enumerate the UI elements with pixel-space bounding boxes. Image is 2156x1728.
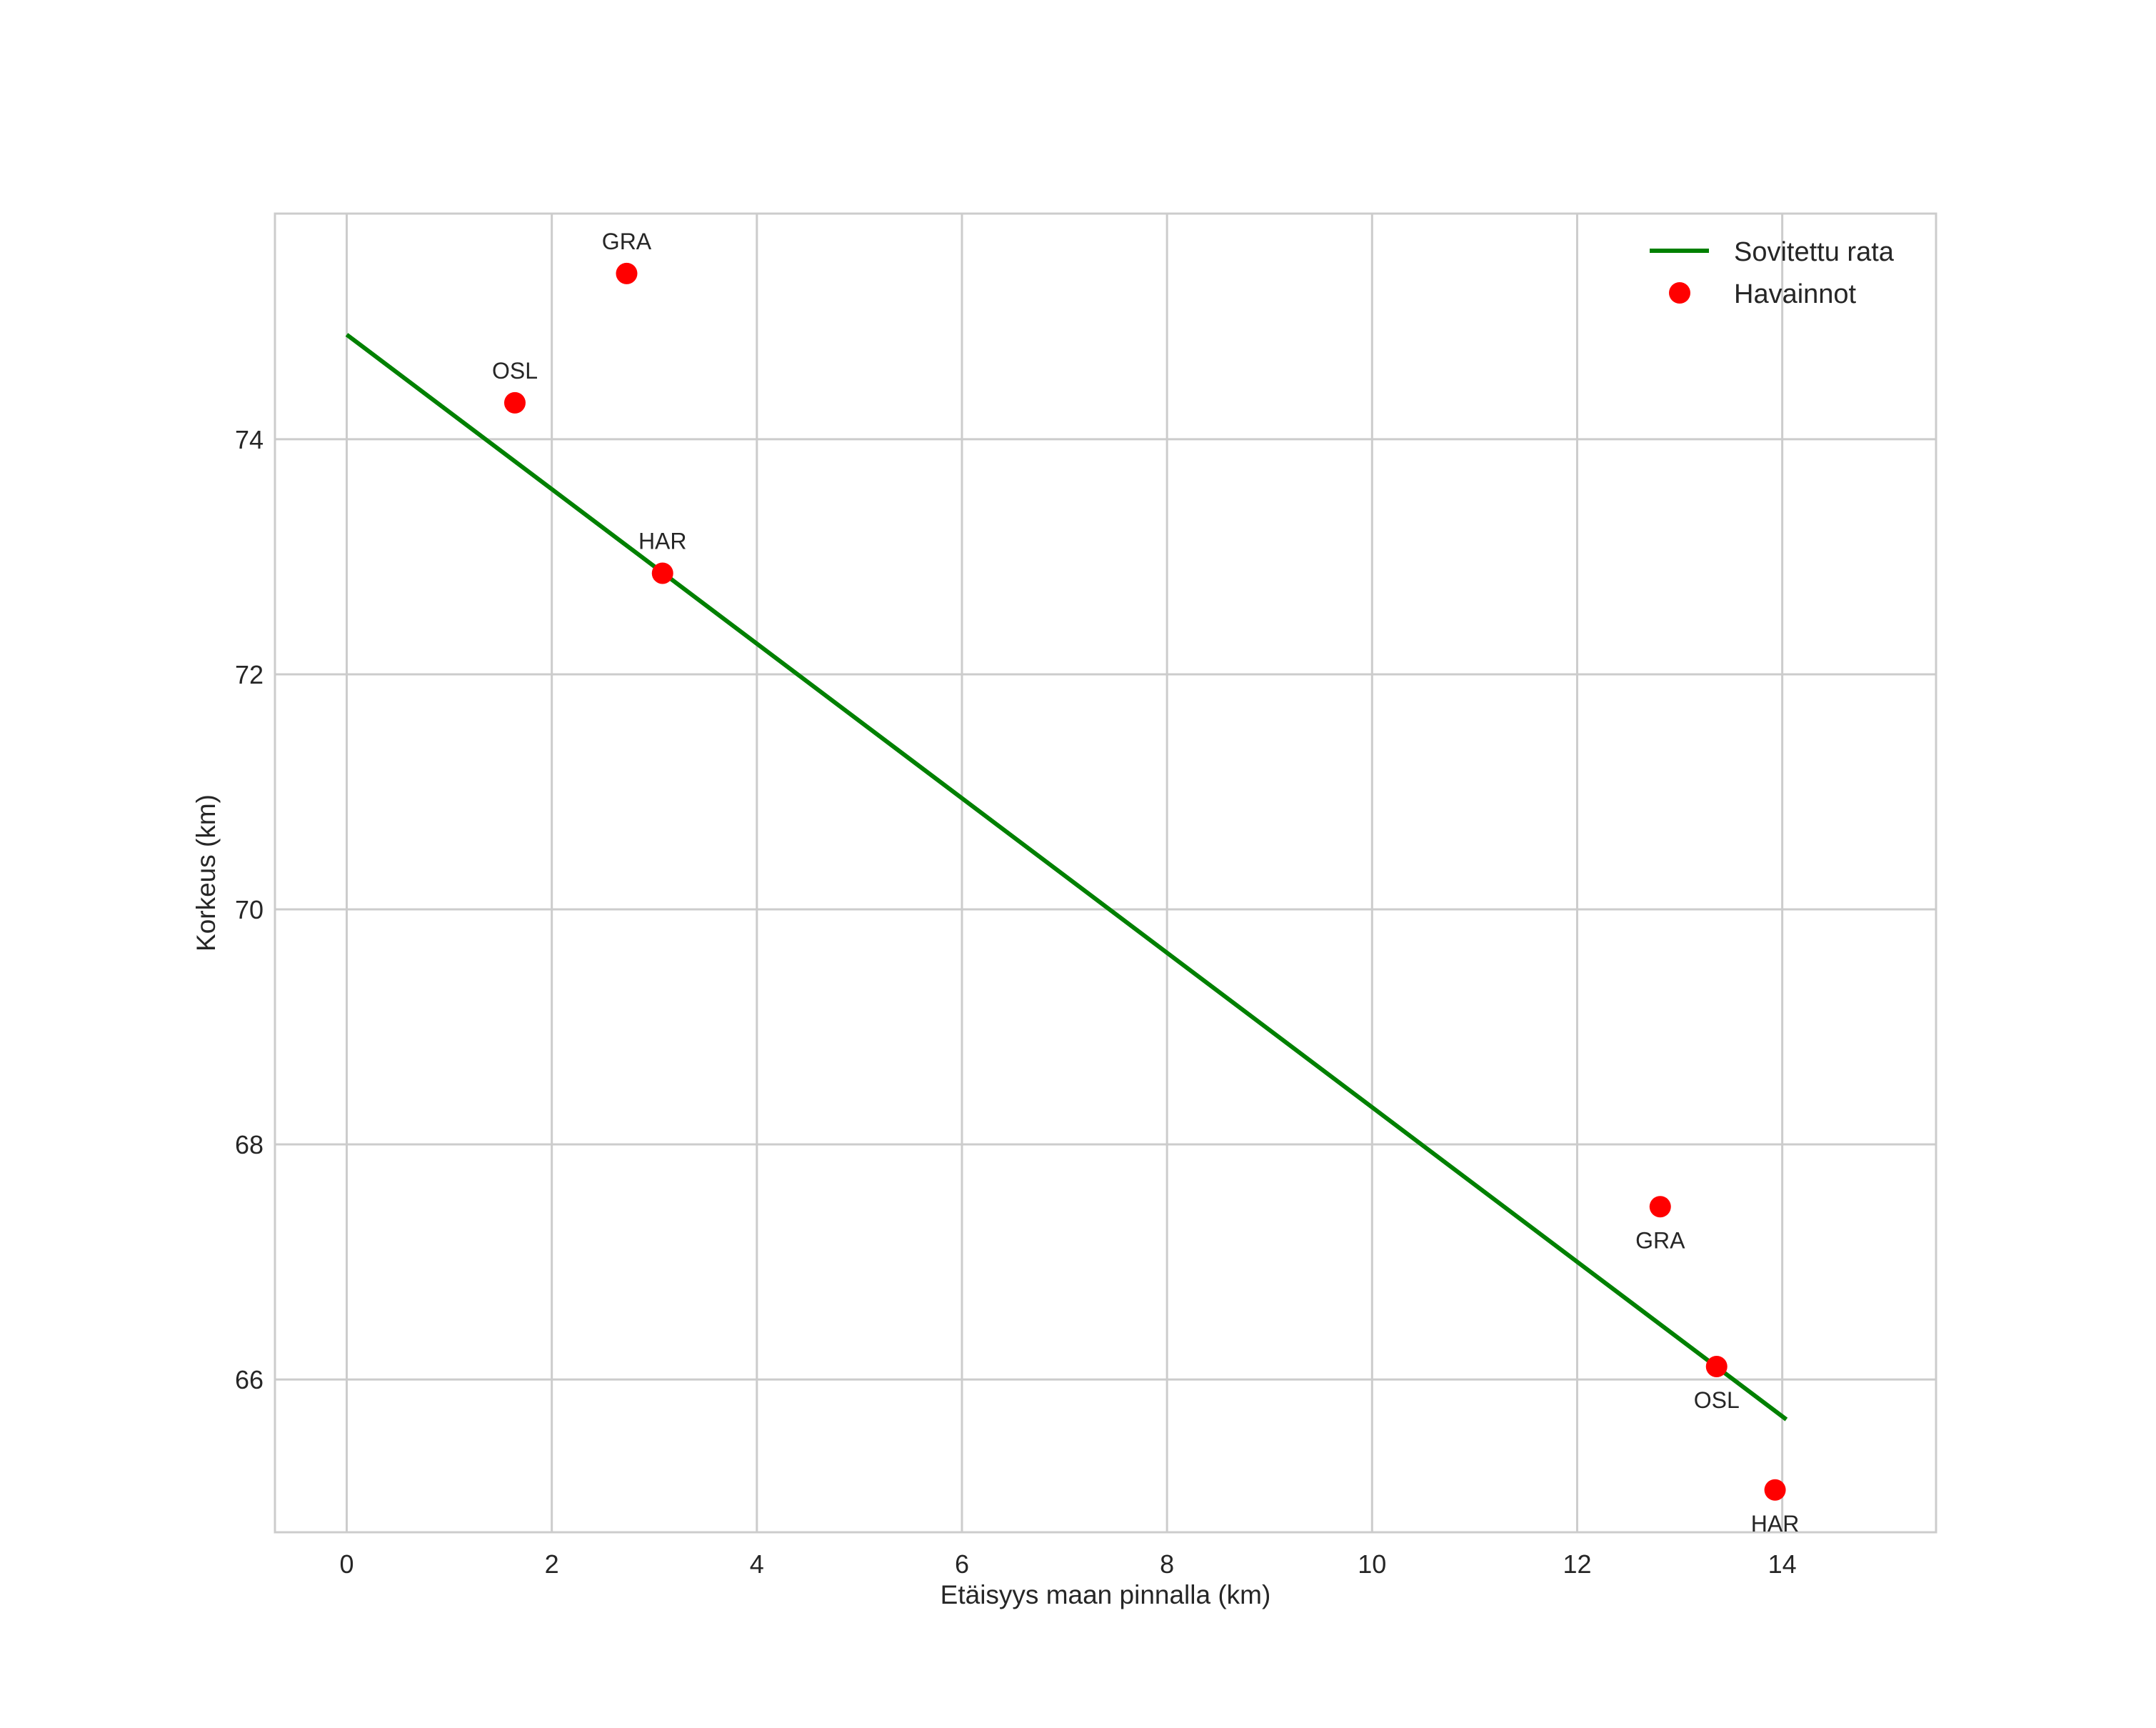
y-tick-label: 66 xyxy=(235,1365,264,1394)
observation-point xyxy=(651,562,673,584)
station-label: GRA xyxy=(1635,1227,1685,1253)
x-tick-label: 14 xyxy=(1768,1549,1797,1579)
y-tick-label: 74 xyxy=(235,425,264,454)
legend: Sovitettu rata Havainnot xyxy=(1650,237,1895,309)
grid-lines xyxy=(275,214,1936,1532)
x-axis-ticks: 0 2 4 6 8 10 12 14 xyxy=(339,1549,1796,1579)
legend-dot-icon xyxy=(1669,282,1690,304)
fitted-track-line xyxy=(345,333,1788,1422)
x-tick-label: 12 xyxy=(1563,1549,1591,1579)
y-axis-ticks: 66 68 70 72 74 xyxy=(235,425,264,1394)
legend-label-observations: Havainnot xyxy=(1734,279,1857,309)
observation-point xyxy=(1764,1479,1786,1501)
observation-point xyxy=(616,262,638,284)
y-tick-label: 72 xyxy=(235,660,264,689)
station-label: HAR xyxy=(1751,1511,1800,1537)
observation-point xyxy=(503,391,526,414)
observation-point xyxy=(1649,1196,1671,1218)
x-tick-label: 8 xyxy=(1160,1549,1174,1579)
observation-point xyxy=(1705,1356,1728,1378)
y-axis-label: Korkeus (km) xyxy=(191,794,221,952)
station-label: HAR xyxy=(638,528,687,554)
x-tick-label: 10 xyxy=(1358,1549,1386,1579)
station-label: OSL xyxy=(1694,1387,1740,1413)
x-axis-label: Etäisyys maan pinnalla (km) xyxy=(941,1580,1271,1609)
x-tick-label: 2 xyxy=(545,1549,559,1579)
point-annotations: OSL GRA HAR GRA OSL HAR xyxy=(492,229,1799,1537)
legend-label-fitted-track: Sovitettu rata xyxy=(1734,237,1895,267)
y-tick-label: 68 xyxy=(235,1130,264,1159)
station-label: OSL xyxy=(492,358,538,384)
plot-series xyxy=(345,262,1788,1501)
x-tick-label: 0 xyxy=(339,1549,354,1579)
x-tick-label: 4 xyxy=(750,1549,764,1579)
plot-frame xyxy=(274,212,1937,1534)
y-tick-label: 70 xyxy=(235,895,264,924)
x-tick-label: 6 xyxy=(955,1549,969,1579)
station-label: GRA xyxy=(602,229,652,254)
